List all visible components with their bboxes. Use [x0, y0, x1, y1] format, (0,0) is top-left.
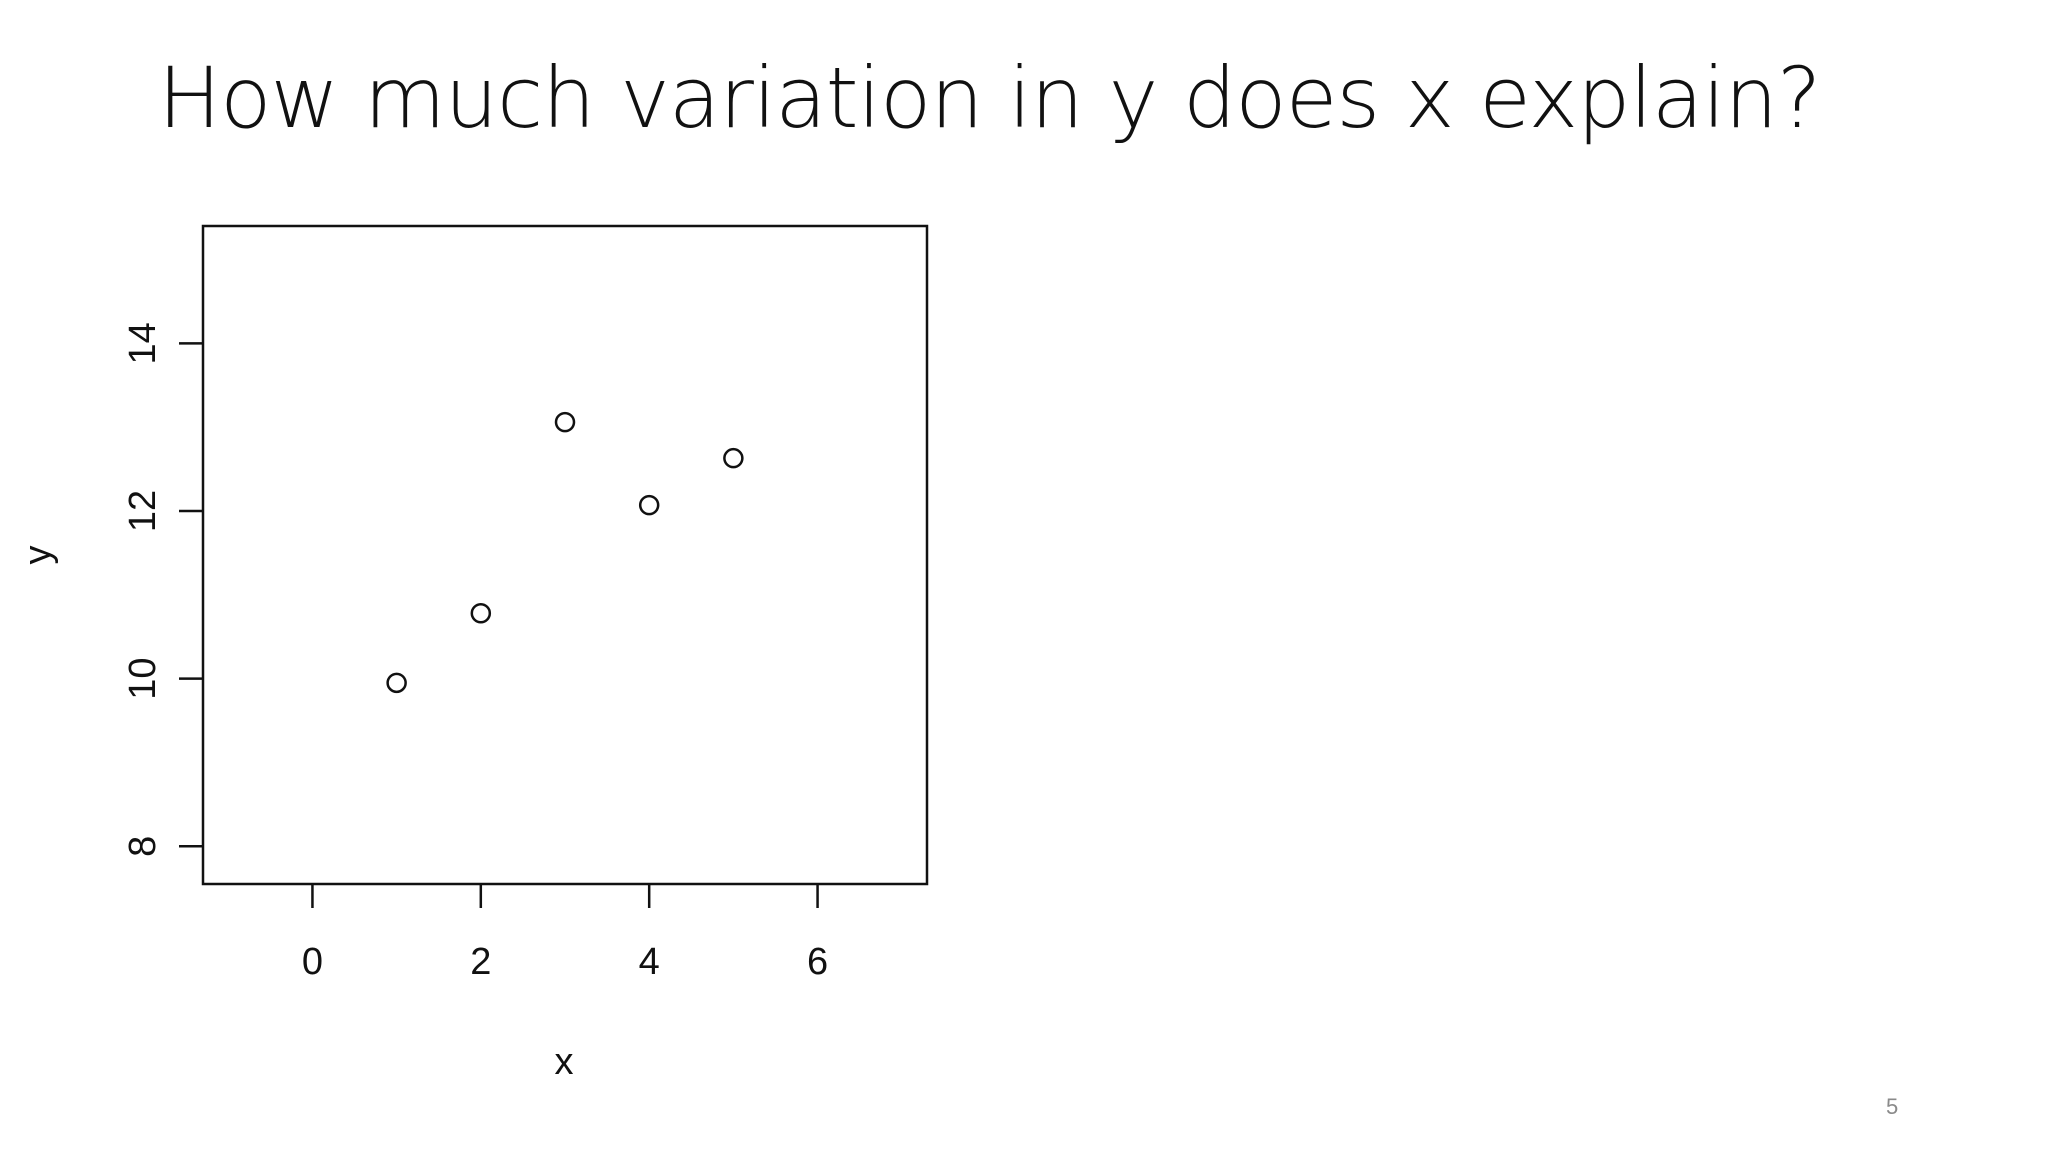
slide-number: 5	[1886, 1094, 1899, 1119]
y-axis-label: y	[17, 546, 59, 565]
x-axis-ticks: 0 2 4 6	[302, 884, 828, 983]
data-point	[638, 494, 660, 516]
y-tick-label: 14	[122, 322, 164, 364]
x-tick-label: 4	[639, 941, 660, 983]
x-tick-label: 2	[470, 941, 491, 983]
data-point	[554, 411, 576, 433]
x-tick-label: 0	[302, 941, 323, 983]
y-axis-ticks: 8 10 12 14	[122, 322, 203, 857]
y-tick-label: 10	[122, 657, 164, 699]
data-points	[386, 411, 744, 694]
data-point	[386, 672, 407, 694]
slide-title: How much variation in y does x explain?	[158, 49, 1821, 147]
data-point	[723, 447, 744, 469]
y-tick-label: 12	[122, 490, 164, 532]
y-tick-label: 8	[122, 836, 164, 857]
x-tick-label: 6	[807, 941, 828, 983]
plot-frame	[201, 224, 929, 886]
data-point	[470, 603, 492, 624]
x-axis-label: x	[555, 1041, 574, 1083]
